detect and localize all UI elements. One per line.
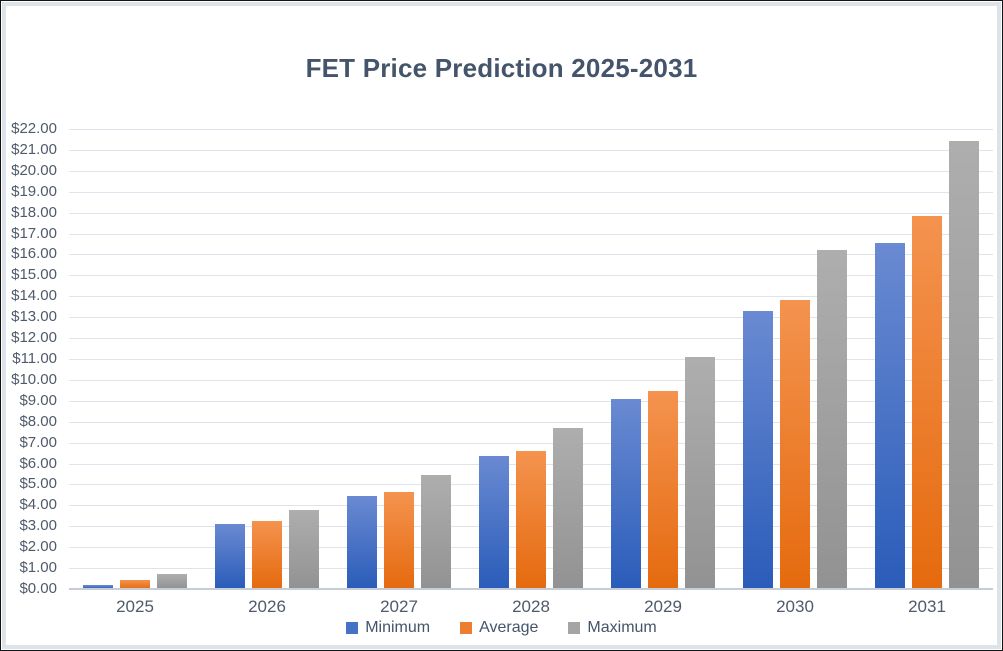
bar-average-2026 (252, 521, 282, 589)
gridline (69, 442, 993, 444)
y-tick-label: $22.00 (11, 120, 57, 137)
legend-label-average: Average (479, 619, 539, 636)
bar-maximum-2028 (553, 428, 583, 589)
x-axis-label-2030: 2030 (776, 597, 814, 616)
bar-groups (69, 129, 993, 589)
x-axis-line (69, 588, 993, 590)
plot-area (69, 129, 993, 590)
gridline (69, 191, 993, 193)
bar-maximum-2025 (157, 574, 187, 589)
y-tick-label: $19.00 (11, 182, 57, 200)
bar-average-2031 (912, 215, 942, 589)
y-tick-label: $2.00 (19, 538, 57, 556)
legend-item-maximum: Maximum (568, 619, 657, 637)
gridline (69, 149, 993, 151)
y-tick-label: $3.00 (19, 517, 57, 535)
gridline (69, 421, 993, 423)
bar-minimum-2027 (347, 495, 377, 589)
bar-group-2029 (597, 129, 729, 589)
x-axis-label-2027: 2027 (380, 597, 418, 616)
bar-maximum-2027 (421, 475, 451, 589)
gridline (69, 400, 993, 402)
bar-average-2029 (648, 391, 678, 589)
bar-group-2031 (861, 129, 993, 589)
y-tick-label: $1.00 (19, 559, 57, 577)
y-tick-label: $10.00 (11, 370, 57, 388)
y-tick-label: $11.00 (12, 350, 57, 367)
x-axis-label-2025: 2025 (116, 597, 154, 616)
y-tick-label: $21.00 (11, 140, 57, 158)
x-axis: 2025 2026 2027 2028 2029 2030 2031 (69, 597, 993, 617)
bar-average-2030 (780, 300, 810, 589)
y-tick-label: $9.00 (19, 391, 57, 409)
y-tick-label: $15.00 (11, 266, 57, 284)
y-tick-label: $0.00 (19, 580, 57, 597)
y-tick-label: $17.00 (11, 224, 57, 242)
bar-average-2025 (120, 579, 150, 589)
y-tick-label: $14.00 (11, 287, 57, 305)
x-axis-label-2028: 2028 (512, 597, 550, 616)
y-tick-label: $5.00 (19, 475, 57, 493)
gridline (69, 296, 993, 298)
y-tick-label: $16.00 (11, 245, 57, 263)
y-tick-label: $13.00 (11, 308, 57, 326)
bar-maximum-2031 (949, 140, 979, 589)
y-tick-label: $20.00 (11, 161, 57, 179)
legend-label-maximum: Maximum (587, 619, 657, 636)
gridline (69, 233, 993, 235)
legend-item-average: Average (460, 619, 538, 637)
legend-swatch-minimum (346, 622, 359, 634)
bar-group-2025 (69, 129, 201, 589)
gridline (69, 379, 993, 381)
gridline (69, 317, 993, 319)
bar-minimum-2031 (875, 242, 905, 589)
gridline (69, 359, 993, 360)
bar-group-2028 (465, 129, 597, 589)
x-axis-label-2029: 2029 (644, 597, 682, 616)
y-tick-label: $12.00 (11, 329, 57, 347)
bar-maximum-2029 (685, 356, 715, 589)
bar-group-2026 (201, 129, 333, 589)
y-tick-label: $7.00 (19, 433, 57, 451)
bar-maximum-2026 (289, 509, 319, 589)
legend-label-minimum: Minimum (365, 619, 431, 636)
y-axis: $22.00 $21.00 $20.00 $19.00 $18.00 $17.00 $16.… (1, 120, 63, 597)
gridline (69, 254, 993, 256)
legend: Minimum Average Maximum (1, 619, 1002, 637)
bar-minimum-2030 (743, 310, 773, 589)
y-tick-label: $8.00 (19, 412, 57, 430)
bar-average-2028 (516, 451, 546, 589)
gridline (69, 170, 993, 172)
y-tick-label: $18.00 (11, 203, 57, 221)
gridline (69, 275, 993, 277)
bar-group-2030 (729, 129, 861, 589)
chart-title: FET Price Prediction 2025-2031 (305, 53, 698, 83)
gridline (69, 212, 993, 214)
x-axis-label-2031: 2031 (908, 597, 946, 616)
gridline (69, 129, 993, 130)
bar-minimum-2029 (611, 398, 641, 589)
legend-swatch-maximum (568, 622, 581, 634)
x-axis-label-2026: 2026 (248, 597, 286, 616)
y-tick-label: $6.00 (19, 454, 57, 472)
bar-maximum-2030 (817, 250, 847, 589)
bar-minimum-2025 (83, 584, 113, 589)
legend-swatch-average (460, 622, 473, 634)
bar-group-2027 (333, 129, 465, 589)
bar-minimum-2028 (479, 456, 509, 589)
bar-average-2027 (384, 491, 414, 589)
gridline (69, 338, 993, 340)
legend-item-minimum: Minimum (346, 619, 430, 637)
bar-minimum-2026 (215, 524, 245, 589)
y-tick-label: $4.00 (19, 496, 57, 514)
